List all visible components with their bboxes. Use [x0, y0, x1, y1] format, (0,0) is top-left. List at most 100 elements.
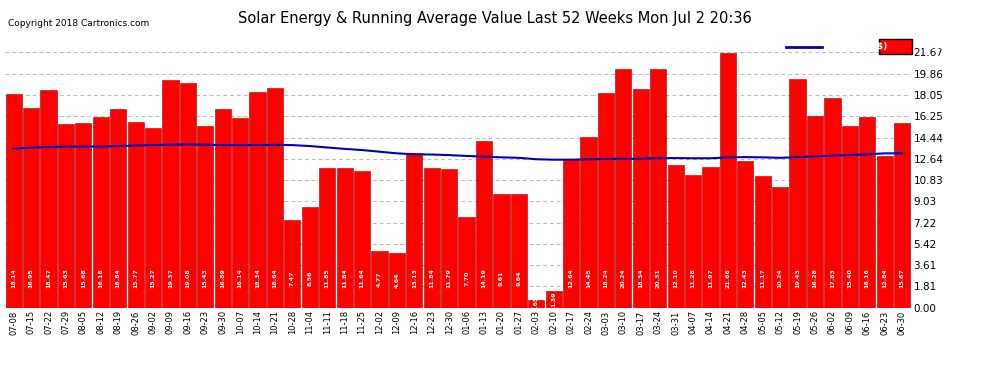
Bar — [406, 153, 423, 308]
Text: 15.40: 15.40 — [847, 268, 852, 288]
Bar — [442, 169, 457, 308]
Text: 16.16: 16.16 — [864, 268, 870, 288]
Bar — [493, 194, 510, 308]
Bar — [284, 220, 301, 308]
Text: 12.84: 12.84 — [882, 268, 887, 288]
Bar — [232, 118, 248, 308]
Text: 19.37: 19.37 — [168, 268, 173, 288]
Text: 12.10: 12.10 — [673, 268, 678, 288]
Text: Copyright 2018 Cartronics.com: Copyright 2018 Cartronics.com — [8, 19, 149, 28]
Text: 20.31: 20.31 — [655, 268, 660, 288]
Bar — [545, 291, 561, 308]
Text: 11.17: 11.17 — [760, 268, 765, 288]
Text: 0.65: 0.65 — [534, 296, 539, 311]
Text: 16.28: 16.28 — [813, 268, 818, 288]
Bar — [476, 141, 492, 308]
Text: 16.84: 16.84 — [116, 268, 121, 288]
Text: 15.77: 15.77 — [133, 268, 138, 288]
Bar — [267, 88, 283, 308]
Text: Weekly ($): Weekly ($) — [918, 42, 972, 51]
Bar — [57, 124, 74, 308]
Text: 15.63: 15.63 — [63, 268, 68, 288]
Text: 16.18: 16.18 — [98, 268, 103, 288]
Bar — [162, 80, 178, 308]
Bar — [842, 126, 858, 308]
Text: 14.19: 14.19 — [481, 268, 486, 288]
Text: 12.43: 12.43 — [742, 268, 747, 288]
Text: Average ($): Average ($) — [828, 42, 887, 51]
Text: 16.95: 16.95 — [29, 268, 34, 288]
Bar — [685, 175, 701, 308]
Bar — [529, 300, 545, 307]
Text: 11.84: 11.84 — [343, 268, 347, 288]
Text: 18.54: 18.54 — [639, 268, 644, 288]
Text: 15.43: 15.43 — [203, 268, 208, 288]
Bar — [424, 168, 440, 308]
Bar — [371, 251, 387, 308]
Text: Solar Energy & Running Average Value Last 52 Weeks Mon Jul 2 20:36: Solar Energy & Running Average Value Las… — [239, 11, 751, 26]
Text: 11.85: 11.85 — [325, 268, 330, 288]
Text: 15.67: 15.67 — [900, 268, 905, 288]
FancyBboxPatch shape — [879, 39, 912, 54]
Bar — [180, 83, 196, 308]
Bar — [23, 108, 40, 308]
Bar — [389, 253, 405, 308]
Text: 18.64: 18.64 — [272, 268, 277, 288]
Bar — [738, 161, 753, 308]
Bar — [859, 117, 875, 308]
Bar — [754, 176, 771, 308]
Bar — [41, 90, 56, 308]
Text: 1.39: 1.39 — [551, 292, 556, 307]
Text: 11.84: 11.84 — [430, 268, 435, 288]
Text: 11.97: 11.97 — [708, 268, 713, 288]
Text: 18.34: 18.34 — [255, 268, 260, 288]
Bar — [215, 109, 231, 308]
Bar — [807, 116, 823, 308]
Text: 9.64: 9.64 — [517, 270, 522, 286]
Bar — [825, 98, 841, 308]
Text: 20.24: 20.24 — [621, 268, 626, 288]
Bar — [319, 168, 336, 308]
Text: 4.64: 4.64 — [394, 273, 399, 288]
Bar — [615, 69, 632, 308]
Bar — [110, 110, 127, 308]
Text: 9.61: 9.61 — [499, 270, 504, 286]
Bar — [302, 207, 318, 308]
Text: 8.56: 8.56 — [307, 270, 312, 286]
Bar — [128, 122, 144, 308]
Text: 18.47: 18.47 — [46, 268, 51, 288]
Bar — [197, 126, 214, 308]
Text: 14.45: 14.45 — [586, 268, 591, 288]
Text: 11.79: 11.79 — [446, 268, 451, 288]
Text: 19.08: 19.08 — [185, 268, 190, 288]
Text: 21.66: 21.66 — [726, 268, 731, 288]
Bar — [598, 93, 614, 308]
Bar — [580, 138, 597, 308]
Text: 12.64: 12.64 — [568, 268, 573, 288]
Text: 16.14: 16.14 — [238, 268, 243, 288]
Bar — [511, 194, 527, 308]
Text: 10.24: 10.24 — [778, 268, 783, 288]
Bar — [772, 187, 788, 308]
Text: 15.68: 15.68 — [81, 268, 86, 288]
Bar — [249, 92, 265, 308]
Text: 7.47: 7.47 — [290, 270, 295, 286]
Bar — [720, 53, 736, 308]
Text: 18.24: 18.24 — [604, 268, 609, 288]
Bar — [75, 123, 91, 308]
Bar — [354, 171, 370, 308]
Bar — [458, 217, 474, 308]
Text: 11.28: 11.28 — [691, 268, 696, 288]
Bar — [633, 89, 648, 308]
Bar — [145, 128, 161, 308]
Text: 17.83: 17.83 — [830, 268, 835, 288]
Text: 19.43: 19.43 — [795, 268, 800, 288]
Text: 11.64: 11.64 — [359, 268, 364, 288]
Bar — [667, 165, 684, 308]
Bar — [93, 117, 109, 308]
Bar — [894, 123, 910, 308]
Bar — [789, 79, 806, 308]
Text: 18.14: 18.14 — [11, 268, 16, 288]
Bar — [702, 166, 719, 308]
Bar — [6, 94, 22, 308]
